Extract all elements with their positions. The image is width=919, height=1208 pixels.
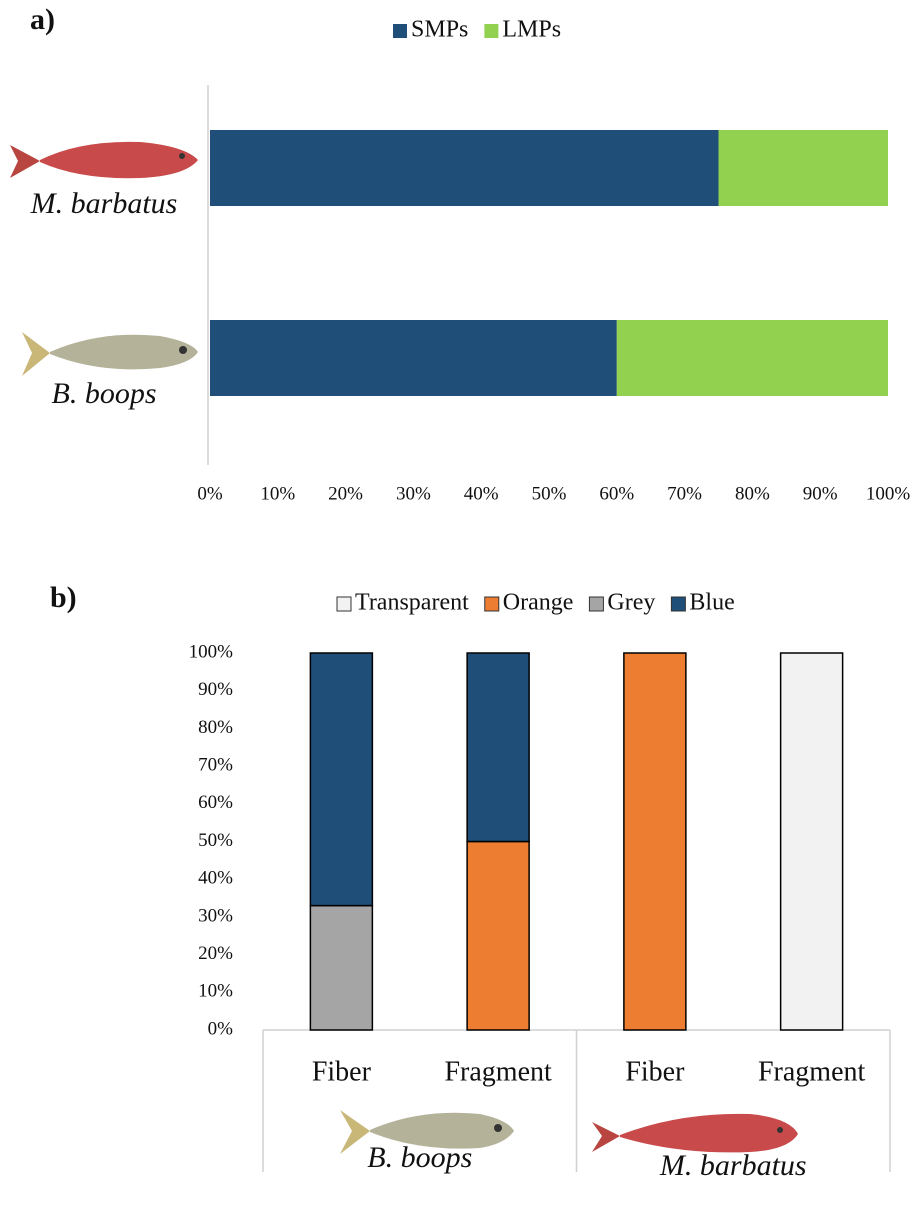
legend-swatch	[484, 596, 500, 612]
x-tick-label: Fiber	[625, 1056, 685, 1087]
fish-illustration	[592, 1113, 798, 1153]
x-tick-label: 60%	[599, 483, 634, 504]
fish-illustration	[22, 332, 198, 376]
legend-swatch	[588, 596, 604, 612]
bar-segment	[466, 652, 530, 843]
bar-segment	[309, 652, 374, 907]
x-tick-label: 70%	[667, 483, 702, 504]
x-tick-label: Fiber	[312, 1056, 372, 1087]
x-tick-label: 20%	[328, 483, 363, 504]
y-tick-label: 100%	[189, 641, 234, 662]
x-tick-label: 80%	[735, 483, 770, 504]
y-tick-label: 20%	[198, 943, 233, 964]
group-label: M. barbatus	[659, 1149, 807, 1182]
bar-segment	[309, 904, 374, 1031]
x-tick-label: 30%	[396, 483, 431, 504]
y-tick-label: 60%	[198, 792, 233, 813]
y-tick-label: 40%	[198, 868, 233, 889]
legend-swatch	[393, 24, 407, 38]
fish-illustration	[340, 1110, 514, 1154]
y-tick-label: 30%	[198, 905, 233, 926]
x-tick-label: 100%	[866, 483, 911, 504]
x-tick-label: 40%	[464, 483, 499, 504]
legend-label: Orange	[503, 590, 574, 616]
group-label: B. boops	[367, 1141, 472, 1174]
x-tick-label: 10%	[260, 483, 295, 504]
y-tick-label: 80%	[198, 717, 233, 738]
y-tick-label: 0%	[208, 1018, 234, 1039]
bar-segment	[718, 130, 888, 206]
legend-label: Transparent	[355, 590, 469, 616]
bar-segment	[466, 840, 530, 1031]
x-tick-label: 90%	[803, 483, 838, 504]
fish-illustration	[10, 141, 198, 179]
panel-label: b)	[50, 581, 77, 614]
legend-label: LMPs	[502, 17, 561, 43]
x-tick-label: 0%	[197, 483, 223, 504]
bar-segment	[210, 130, 719, 206]
y-tick-label: 90%	[198, 679, 233, 700]
panel-label: a)	[30, 3, 55, 36]
y-tick-label: 10%	[198, 981, 233, 1002]
bar-segment	[779, 652, 844, 1031]
legend-swatch	[484, 24, 499, 38]
legend-label: Blue	[689, 590, 734, 616]
category-label: M. barbatus	[30, 187, 178, 220]
y-tick-label: 50%	[198, 830, 233, 851]
bar-segment	[210, 320, 617, 396]
legend-label: Grey	[607, 590, 655, 616]
bar-segment	[616, 320, 888, 396]
x-tick-label: Fragment	[758, 1056, 866, 1087]
x-tick-label: 50%	[532, 483, 567, 504]
x-tick-label: Fragment	[444, 1056, 552, 1087]
category-label: B. boops	[52, 377, 157, 410]
bar-segment	[623, 652, 687, 1031]
y-tick-label: 70%	[198, 754, 233, 775]
legend-swatch	[670, 596, 686, 612]
legend-swatch	[336, 596, 352, 612]
legend-label: SMPs	[411, 17, 468, 43]
